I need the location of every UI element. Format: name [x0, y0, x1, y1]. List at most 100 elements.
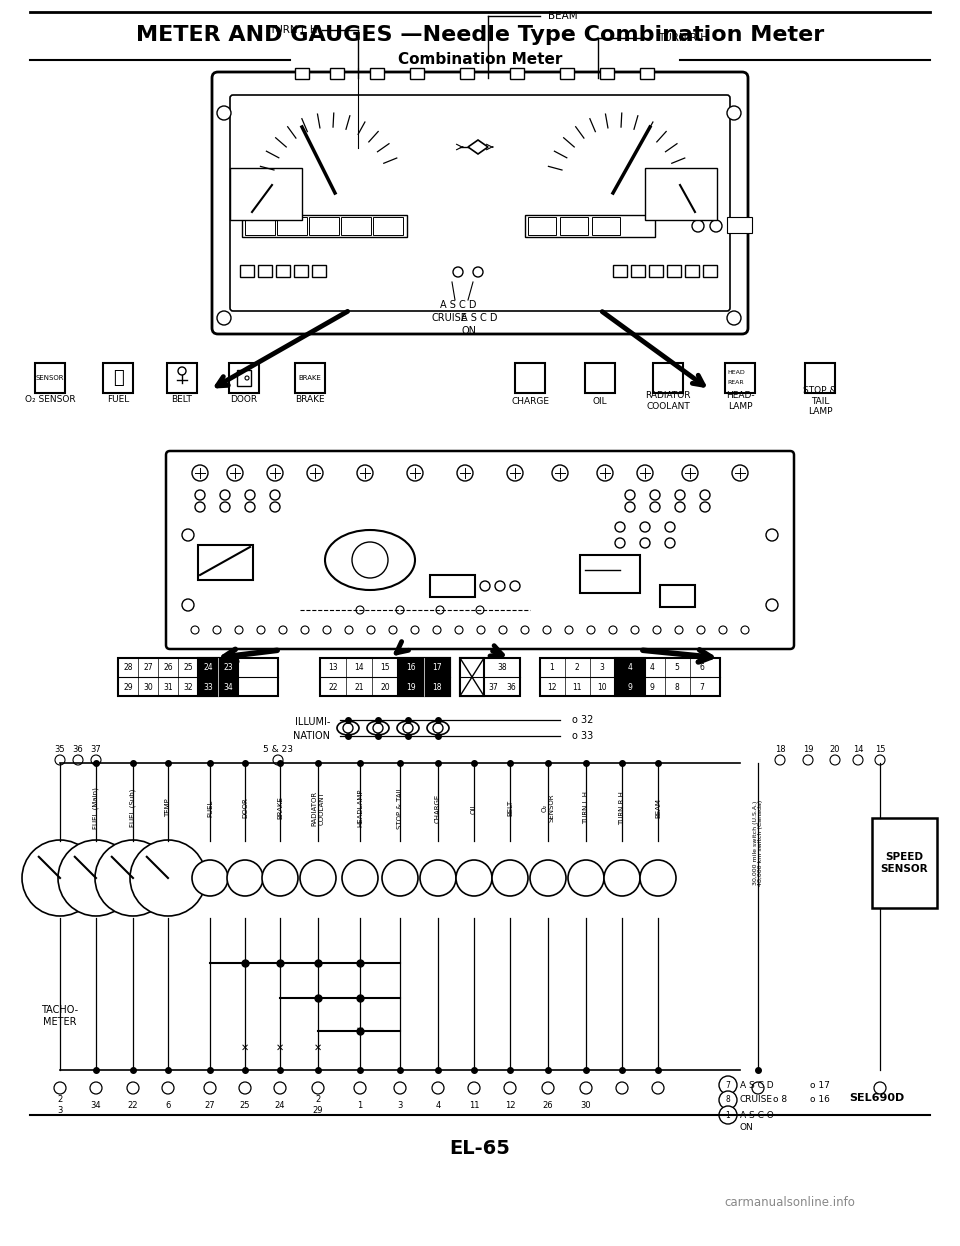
Text: STOP &
TAIL
LAMP: STOP & TAIL LAMP [804, 386, 837, 416]
Bar [615, 658, 645, 697]
Circle shape [307, 465, 323, 481]
Circle shape [568, 860, 604, 896]
Circle shape [521, 625, 529, 634]
Circle shape [473, 267, 483, 277]
Text: carmanualsonline.info: carmanualsonline.info [725, 1195, 855, 1209]
Bar [528, 217, 556, 235]
Circle shape [300, 860, 336, 896]
Circle shape [270, 502, 280, 512]
Bar [198, 658, 238, 697]
Bar [725, 363, 755, 392]
Text: ✕: ✕ [241, 1043, 249, 1053]
Text: 15: 15 [875, 745, 885, 754]
Text: RADIATOR
COOLANT: RADIATOR COOLANT [311, 790, 324, 826]
Text: CRUISE: CRUISE [432, 313, 468, 323]
Text: RADIATOR
COOLANT: RADIATOR COOLANT [645, 391, 691, 411]
Circle shape [373, 723, 383, 733]
Circle shape [597, 465, 613, 481]
Text: 14: 14 [852, 745, 863, 754]
Circle shape [468, 1082, 480, 1094]
Circle shape [492, 860, 528, 896]
Circle shape [274, 1082, 286, 1094]
Text: 2
3: 2 3 [58, 1095, 62, 1115]
Text: 15: 15 [380, 663, 390, 672]
Circle shape [195, 490, 205, 500]
Text: 10: 10 [597, 683, 607, 692]
Bar [309, 217, 339, 235]
Circle shape [587, 625, 595, 634]
Text: 26: 26 [163, 663, 173, 672]
Circle shape [727, 106, 741, 120]
Bar [237, 370, 251, 386]
Text: SENSOR: SENSOR [36, 375, 64, 381]
Bar [872, 819, 937, 908]
Text: METER: METER [43, 1017, 77, 1027]
Bar [667, 265, 681, 277]
Circle shape [499, 625, 507, 634]
Circle shape [457, 465, 473, 481]
Circle shape [652, 1082, 664, 1094]
Bar [258, 265, 272, 277]
Text: Combination Meter: Combination Meter [397, 52, 563, 67]
Text: A S C O: A S C O [740, 1110, 774, 1119]
Bar [525, 216, 655, 237]
Circle shape [510, 581, 520, 591]
Text: BELT: BELT [507, 800, 513, 816]
Circle shape [245, 490, 255, 500]
Bar [585, 363, 615, 392]
Circle shape [530, 860, 566, 896]
Bar [118, 658, 278, 697]
Text: 34: 34 [90, 1100, 102, 1109]
Text: BEAM: BEAM [655, 797, 661, 817]
Circle shape [127, 1082, 139, 1094]
Bar [580, 554, 640, 593]
Bar [460, 658, 484, 697]
Text: 7: 7 [700, 683, 705, 692]
Circle shape [220, 490, 230, 500]
Text: 12: 12 [505, 1100, 516, 1109]
Text: BEAM: BEAM [548, 11, 578, 21]
Circle shape [675, 502, 685, 512]
Bar [277, 217, 307, 235]
Circle shape [631, 625, 639, 634]
Circle shape [195, 502, 205, 512]
Text: 20: 20 [829, 745, 840, 754]
Text: 18: 18 [432, 683, 442, 692]
Circle shape [58, 840, 134, 916]
Text: A S C D: A S C D [740, 1080, 774, 1089]
Ellipse shape [397, 721, 419, 735]
Circle shape [257, 625, 265, 634]
Text: 23: 23 [223, 663, 233, 672]
Circle shape [766, 599, 778, 611]
Circle shape [456, 860, 492, 896]
FancyBboxPatch shape [230, 95, 730, 312]
Bar [515, 363, 545, 392]
Circle shape [217, 106, 231, 120]
Circle shape [692, 221, 704, 232]
Ellipse shape [367, 721, 389, 735]
Bar [460, 658, 520, 697]
Bar [631, 265, 645, 277]
Circle shape [204, 1082, 216, 1094]
Text: ✕: ✕ [356, 1025, 364, 1035]
Ellipse shape [337, 721, 359, 735]
Circle shape [803, 755, 813, 765]
Text: 30: 30 [581, 1100, 591, 1109]
Bar [649, 265, 663, 277]
Circle shape [22, 840, 98, 916]
Text: 36: 36 [506, 683, 516, 692]
Bar [229, 363, 259, 392]
Text: 34: 34 [223, 683, 233, 692]
Circle shape [345, 625, 353, 634]
Circle shape [455, 625, 463, 634]
Circle shape [710, 221, 722, 232]
Text: ✕: ✕ [314, 1043, 322, 1053]
Circle shape [245, 376, 249, 380]
Circle shape [182, 530, 194, 541]
Bar [295, 363, 325, 392]
Circle shape [480, 581, 490, 591]
Text: ✕: ✕ [276, 1043, 284, 1053]
Circle shape [640, 538, 650, 548]
Text: FUEL (Main): FUEL (Main) [93, 787, 99, 829]
Text: 18: 18 [432, 683, 442, 692]
